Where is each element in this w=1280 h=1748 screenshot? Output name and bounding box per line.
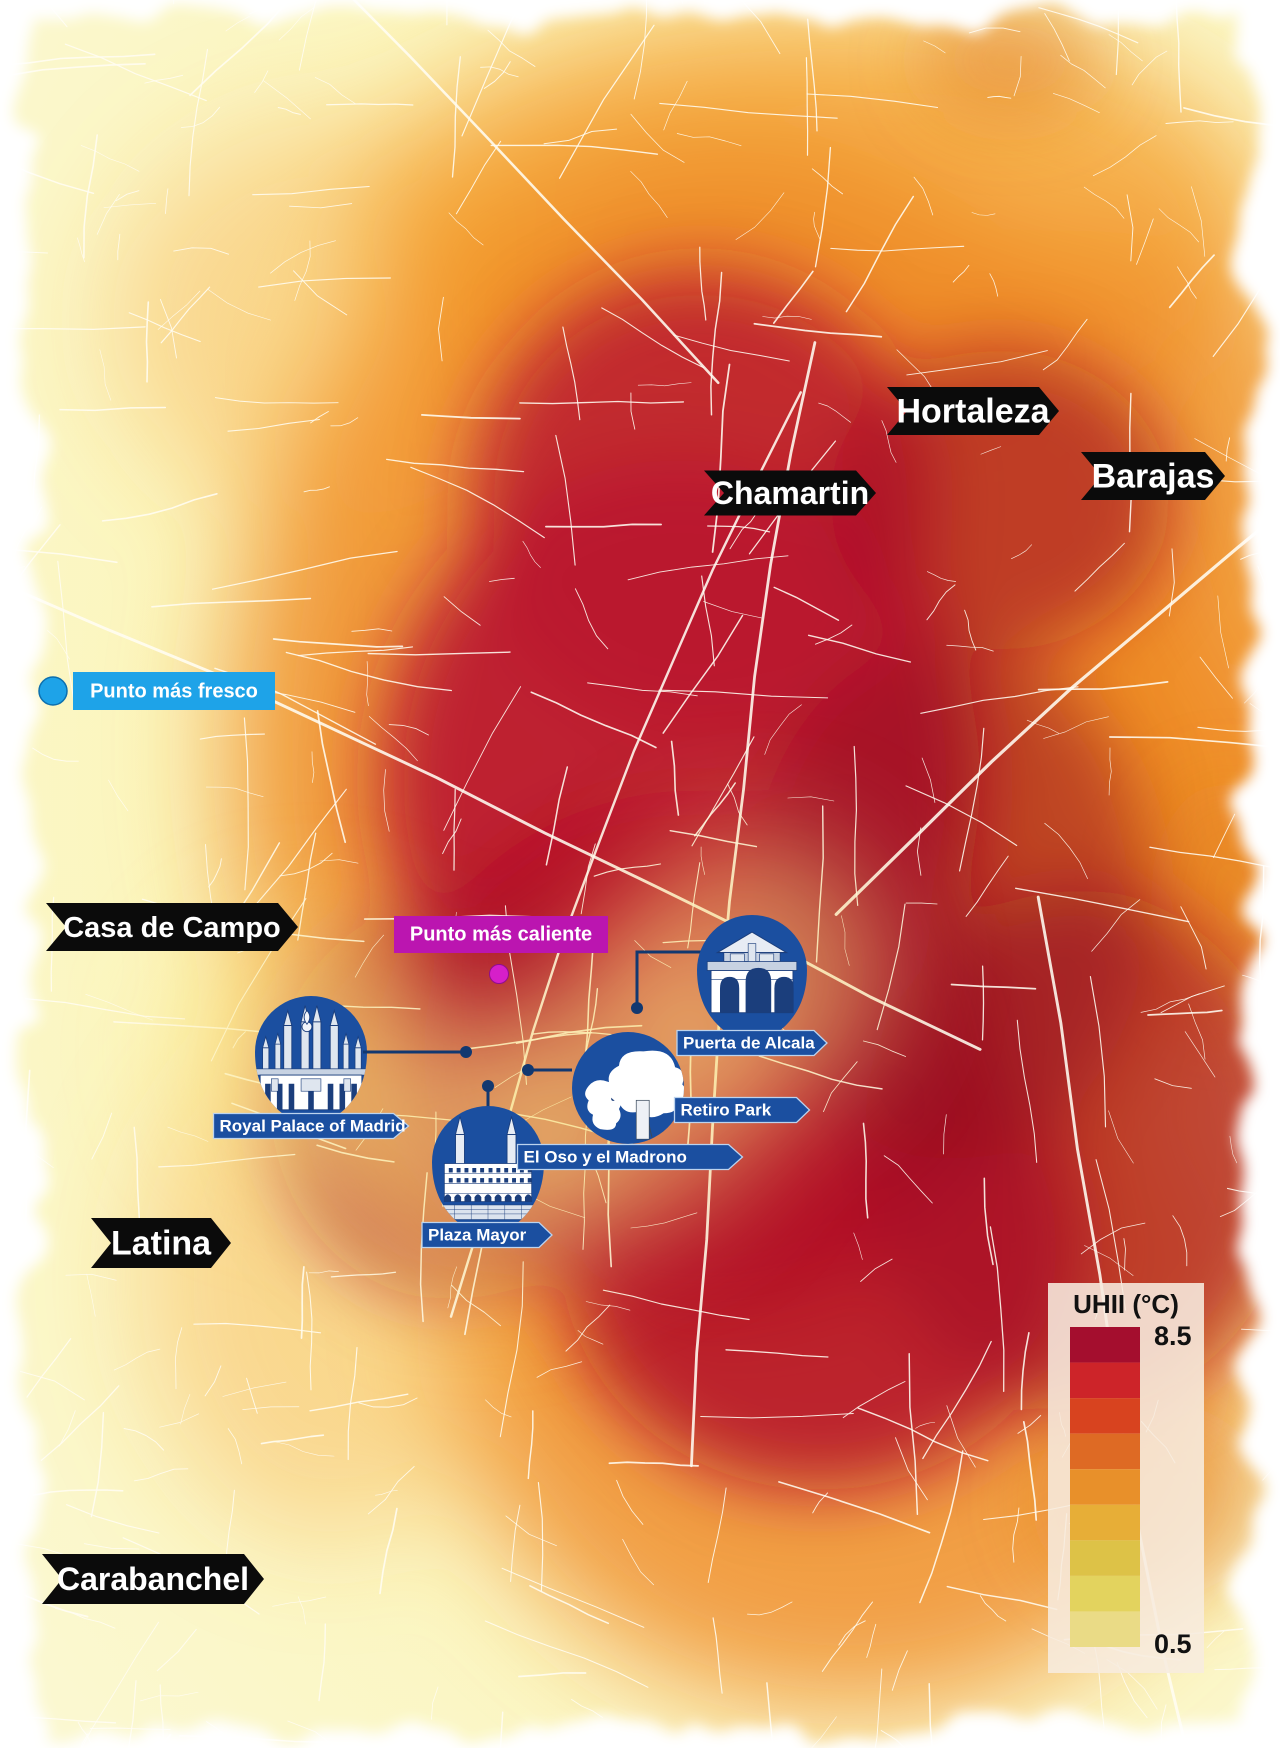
svg-text:Plaza Mayor: Plaza Mayor xyxy=(428,1226,527,1245)
svg-text:Retiro Park: Retiro Park xyxy=(681,1101,772,1120)
svg-text:Carabanchel: Carabanchel xyxy=(57,1561,249,1597)
svg-text:UHII (°C): UHII (°C) xyxy=(1073,1289,1179,1319)
svg-text:Casa de Campo: Casa de Campo xyxy=(63,912,281,944)
svg-text:El Oso y el Madrono: El Oso y el Madrono xyxy=(524,1148,687,1167)
svg-text:Punto más fresco: Punto más fresco xyxy=(90,681,258,703)
svg-text:0.5: 0.5 xyxy=(1154,1629,1192,1659)
svg-text:Barajas: Barajas xyxy=(1092,458,1215,496)
svg-text:Royal Palace of Madrid: Royal Palace of Madrid xyxy=(220,1117,406,1136)
svg-text:Hortaleza: Hortaleza xyxy=(896,393,1050,431)
svg-text:8.5: 8.5 xyxy=(1154,1321,1192,1351)
svg-text:Chamartin: Chamartin xyxy=(711,475,869,511)
svg-text:Puerta de Alcala: Puerta de Alcala xyxy=(683,1034,815,1053)
svg-text:Latina: Latina xyxy=(111,1225,212,1263)
svg-text:Punto más caliente: Punto más caliente xyxy=(410,924,592,946)
